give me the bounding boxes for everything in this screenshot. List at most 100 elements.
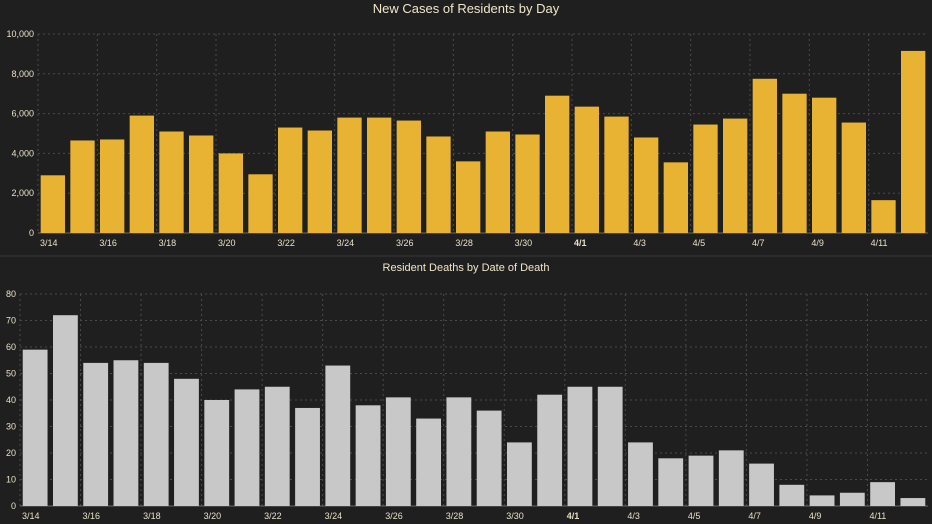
bar-4-6[interactable] [723, 118, 748, 233]
x-tick-label: 3/22 [264, 511, 282, 521]
bar-4-4[interactable] [658, 458, 684, 506]
y-tick-label: 80 [6, 289, 16, 299]
bar-3-24[interactable] [337, 117, 362, 233]
bar-3-31[interactable] [537, 394, 563, 506]
bar-4-7[interactable] [752, 78, 777, 234]
y-tick-label: 2,000 [11, 188, 34, 198]
y-tick-label: 10 [6, 475, 16, 485]
bar-3-30[interactable] [506, 442, 532, 506]
x-tick-label: 3/14 [22, 511, 40, 521]
bar-4-1[interactable] [574, 106, 599, 233]
bar-4-11[interactable] [870, 482, 896, 506]
bar-4-5[interactable] [693, 124, 718, 233]
bar-3-22[interactable] [264, 386, 290, 506]
x-tick-label: 4/3 [627, 511, 640, 521]
chart-title: New Cases of Residents by Day [373, 1, 560, 16]
bar-4-4[interactable] [663, 162, 688, 233]
x-tick-label: 3/22 [277, 238, 295, 248]
bar-3-23[interactable] [295, 407, 320, 506]
bar-3-14[interactable] [22, 349, 48, 506]
x-tick-label: 4/1 [574, 238, 587, 248]
x-tick-label: 3/24 [325, 511, 343, 521]
chart-title: Resident Deaths by Date of Death [383, 262, 550, 274]
resident-deaths-chart: Resident Deaths by Date of Death 0 10 20 30 4… [6, 262, 928, 521]
bar-4-11[interactable] [871, 200, 896, 233]
bar-3-17[interactable] [113, 360, 139, 506]
x-tick-label: 3/16 [83, 511, 101, 521]
bar-3-15[interactable] [52, 315, 78, 506]
bar-3-26[interactable] [385, 397, 411, 506]
bar-4-3[interactable] [628, 442, 653, 506]
bar-3-19[interactable] [189, 135, 214, 233]
bar-4-9[interactable] [812, 97, 837, 234]
bar-3-25[interactable] [355, 405, 381, 506]
bar-3-20[interactable] [218, 153, 243, 233]
bar-3-16[interactable] [83, 362, 109, 506]
x-tick-label: 4/9 [811, 238, 824, 248]
bar-3-25[interactable] [367, 117, 392, 233]
bar-4-2[interactable] [604, 116, 629, 233]
x-tick-label: 3/28 [446, 511, 464, 521]
bar-4-8[interactable] [782, 93, 807, 233]
bar-4-3[interactable] [634, 137, 659, 233]
bar-3-27[interactable] [416, 418, 442, 506]
bar-4-12[interactable] [901, 50, 926, 233]
bar-3-23[interactable] [307, 130, 332, 233]
y-tick-label: 10,000 [6, 29, 34, 39]
y-tick-label: 60 [6, 342, 16, 352]
x-tick-label: 4/3 [633, 238, 646, 248]
bar-4-10[interactable] [841, 122, 866, 233]
bar-4-5[interactable] [688, 455, 714, 506]
bar-4-7[interactable] [749, 463, 774, 506]
new-cases-chart: New Cases of Residents by Day 0 2,000 4,000… [6, 1, 928, 248]
bar-4-9[interactable] [809, 495, 835, 506]
y-tick-label: 40 [6, 395, 16, 405]
bar-4-10[interactable] [839, 492, 865, 506]
x-tick-label: 4/9 [809, 511, 822, 521]
x-tick-label: 3/28 [455, 238, 473, 248]
bar-3-15[interactable] [70, 140, 95, 233]
bar-3-18[interactable] [143, 362, 169, 506]
bar-4-6[interactable] [718, 450, 744, 506]
x-tick-label: 4/7 [748, 511, 761, 521]
x-tick-label: 3/18 [159, 238, 177, 248]
x-tick-label: 4/1 [567, 511, 580, 521]
bar-3-18[interactable] [159, 131, 184, 233]
bar-3-22[interactable] [278, 127, 303, 233]
bar-4-2[interactable] [597, 386, 623, 506]
x-tick-label: 3/18 [143, 511, 161, 521]
bar-3-26[interactable] [396, 120, 421, 233]
x-tick-label: 3/26 [385, 511, 403, 521]
bar-4-8[interactable] [779, 484, 805, 506]
bar-3-20[interactable] [204, 400, 230, 506]
x-tick-label: 3/30 [506, 511, 524, 521]
y-tick-label: 6,000 [11, 109, 34, 119]
bar-3-21[interactable] [248, 174, 273, 233]
bar-3-14[interactable] [40, 175, 65, 233]
bar-3-28[interactable] [446, 397, 472, 506]
bar-4-1[interactable] [567, 386, 593, 506]
x-tick-label: 4/7 [752, 238, 765, 248]
x-tick-label: 3/30 [515, 238, 533, 248]
y-tick-label: 30 [6, 422, 16, 432]
bar-3-29[interactable] [476, 410, 502, 506]
bar-3-24[interactable] [325, 365, 351, 506]
y-tick-label: 20 [6, 448, 16, 458]
bar-3-27[interactable] [426, 136, 451, 233]
y-tick-label: 0 [11, 501, 16, 511]
bar-3-28[interactable] [456, 161, 481, 233]
bar-3-17[interactable] [129, 115, 154, 233]
x-tick-label: 3/26 [396, 238, 414, 248]
bar-3-21[interactable] [234, 389, 260, 506]
y-tick-label: 50 [6, 369, 16, 379]
bar-3-29[interactable] [485, 131, 510, 233]
bar-3-16[interactable] [100, 139, 125, 233]
x-tick-label: 4/11 [871, 238, 888, 248]
bar-3-30[interactable] [515, 134, 540, 233]
bar-4-12[interactable] [900, 498, 926, 506]
y-tick-label: 8,000 [11, 69, 34, 79]
bar-3-19[interactable] [174, 378, 199, 506]
bar-3-31[interactable] [545, 95, 570, 233]
